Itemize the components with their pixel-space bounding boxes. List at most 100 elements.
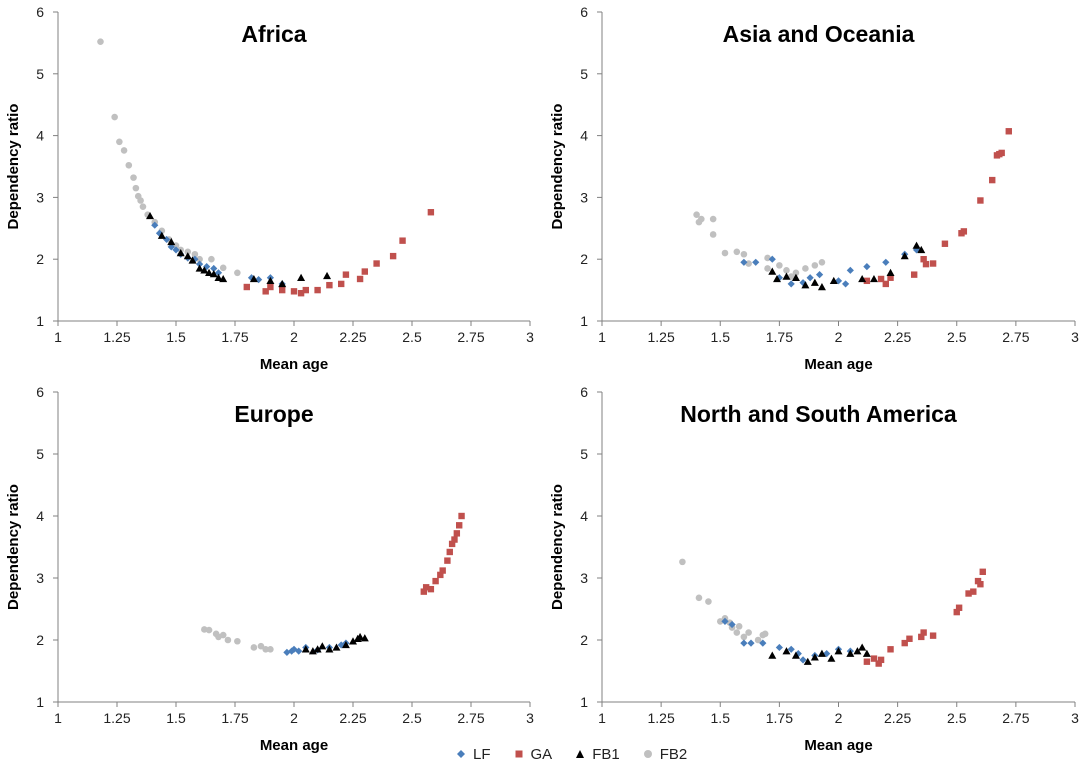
y-tick-label: 5 [580, 66, 588, 82]
x-tick-label: 1.5 [166, 710, 186, 726]
y-tick-label: 5 [580, 446, 588, 462]
data-point-ga [444, 557, 451, 564]
data-point-ga [870, 655, 878, 662]
legend-item-fb2: FB2 [642, 746, 687, 763]
data-point-fb2 [137, 197, 144, 204]
data-point-fb2 [116, 138, 123, 146]
x-tick-label: 1.5 [711, 329, 731, 345]
x-tick-label: 2.75 [457, 329, 484, 345]
data-point-ga [863, 277, 871, 285]
data-point-ga [262, 288, 269, 295]
data-point-ga [453, 530, 461, 537]
x-tick-label: 2.5 [402, 710, 422, 726]
data-point-fb2 [693, 211, 700, 219]
data-point-fb1 [782, 272, 791, 280]
x-tick-label: 1 [598, 329, 606, 345]
data-point-fb2 [764, 265, 771, 272]
x-tick-label: 3 [526, 329, 534, 345]
data-point-fb1 [858, 274, 867, 283]
chart-panel-3: 1 1.25 1.5 1.75 2 2.25 2.5 2.75 3 1 2 3 4 5 6 North and… [549, 384, 1079, 754]
data-point-ga [929, 632, 937, 639]
data-point-ga [389, 252, 397, 260]
data-point-fb2 [802, 265, 809, 272]
x-tick-label: 2.25 [884, 329, 911, 345]
y-tick-label: 4 [36, 508, 44, 524]
data-point-ga [451, 536, 458, 543]
data-point-lf [203, 263, 211, 271]
x-tick-label: 3 [1071, 710, 1079, 726]
data-point-fb1 [349, 637, 357, 645]
x-axis-label: Mean age [804, 356, 872, 373]
data-point-fb2 [250, 644, 258, 651]
data-point-fb1 [278, 279, 287, 288]
legend-label: GA [530, 745, 553, 763]
data-point-ga [953, 608, 960, 616]
data-point-fb2 [709, 215, 717, 223]
data-point-lf [295, 647, 303, 655]
data-point-fb1 [768, 651, 777, 659]
data-point-fb1 [332, 643, 341, 651]
data-point-ga [439, 567, 446, 574]
data-point-fb1 [853, 647, 862, 655]
data-point-fb1 [325, 645, 334, 653]
y-tick-label: 6 [580, 4, 588, 20]
y-tick-label: 2 [580, 632, 588, 648]
data-point-fb1 [157, 231, 166, 239]
x-tick-label: 1 [598, 710, 606, 726]
y-tick-label: 4 [580, 128, 588, 144]
data-point-fb1 [858, 643, 867, 651]
data-point-ga [882, 280, 889, 288]
data-point-lf [290, 645, 298, 653]
data-point-lf [834, 277, 843, 285]
data-point-fb1 [886, 268, 895, 276]
data-point-ga [901, 639, 908, 647]
data-point-lf [768, 255, 776, 263]
data-point-fb1 [200, 266, 209, 274]
data-point-fb2 [111, 113, 118, 121]
data-point-fb1 [900, 252, 909, 260]
data-point-ga [875, 660, 882, 667]
x-tick-label: 2.5 [947, 710, 967, 726]
legend-label: FB1 [592, 745, 620, 763]
data-point-fb2 [754, 636, 762, 644]
x-tick-label: 1.25 [103, 329, 130, 345]
data-point-ga [920, 256, 927, 263]
data-point-ga [887, 646, 894, 653]
x-tick-label: 2 [835, 710, 843, 726]
chart-panel-0: 1 1.25 1.5 1.75 2 2.25 2.5 2.75 3 1 2 3 4 5 6 Africa Mea… [5, 4, 534, 373]
data-point-ga [970, 588, 977, 595]
data-point-ga [906, 635, 913, 642]
data-point-ga [399, 237, 406, 244]
y-axis-label: Dependency ratio [5, 104, 22, 230]
y-tick-label: 3 [36, 570, 44, 586]
data-point-lf [775, 274, 783, 282]
data-point-ga [458, 512, 465, 520]
chart-title: Europe [234, 401, 313, 427]
data-point-lf [846, 266, 854, 274]
data-point-fb1 [829, 276, 838, 285]
x-tick-label: 3 [526, 710, 534, 726]
legend-marker [515, 750, 523, 758]
y-tick-label: 5 [36, 66, 44, 82]
data-point-lf [863, 263, 871, 271]
data-point-ga [979, 568, 986, 575]
data-point-ga [446, 548, 453, 556]
x-tick-label: 2.25 [884, 710, 911, 726]
data-point-ga [922, 260, 930, 268]
x-tick-label: 2 [290, 329, 298, 345]
data-point-fb1 [341, 640, 350, 649]
x-tick-label: 1.5 [166, 329, 186, 345]
data-point-fb2 [184, 248, 192, 256]
data-point-fb1 [782, 647, 791, 655]
data-point-ga [941, 240, 949, 247]
data-point-lf [799, 279, 807, 287]
data-point-fb1 [356, 632, 365, 641]
data-point-ga [977, 581, 984, 588]
chart-title: North and South America [680, 401, 957, 427]
data-point-fb2 [695, 594, 703, 602]
data-point-lf [815, 271, 824, 279]
legend-item-ga: GA [513, 745, 553, 763]
data-point-ga [420, 588, 427, 595]
x-tick-label: 2.25 [339, 710, 366, 726]
